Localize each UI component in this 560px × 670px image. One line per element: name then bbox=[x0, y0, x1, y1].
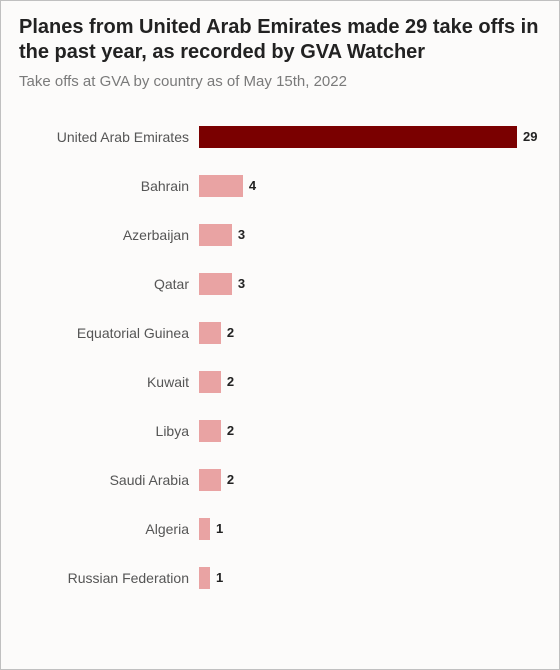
bar-value: 3 bbox=[238, 227, 245, 242]
bar-label: Qatar bbox=[19, 276, 199, 292]
bar bbox=[199, 273, 232, 295]
bar-value: 1 bbox=[216, 521, 223, 536]
bar-value: 2 bbox=[227, 472, 234, 487]
bar-label: Saudi Arabia bbox=[19, 472, 199, 488]
bar bbox=[199, 567, 210, 589]
bar-area: 1 bbox=[199, 504, 541, 553]
bar bbox=[199, 126, 517, 148]
bar-row: Libya 2 bbox=[19, 406, 541, 455]
bar-area: 2 bbox=[199, 357, 541, 406]
bar-value: 1 bbox=[216, 570, 223, 585]
chart-subtitle: Take offs at GVA by country as of May 15… bbox=[19, 73, 541, 90]
bar-row: Kuwait 2 bbox=[19, 357, 541, 406]
bar-label: Kuwait bbox=[19, 374, 199, 390]
bar-row: United Arab Emirates 29 bbox=[19, 112, 541, 161]
bar-label: Bahrain bbox=[19, 178, 199, 194]
bar-row: Bahrain 4 bbox=[19, 161, 541, 210]
bar-value: 2 bbox=[227, 374, 234, 389]
bar-area: 4 bbox=[199, 161, 541, 210]
bar-value: 2 bbox=[227, 423, 234, 438]
bar-row: Azerbaijan 3 bbox=[19, 210, 541, 259]
bar bbox=[199, 420, 221, 442]
bar-label: Azerbaijan bbox=[19, 227, 199, 243]
bar-label: Russian Federation bbox=[19, 570, 199, 586]
bar-value: 2 bbox=[227, 325, 234, 340]
bar-area: 2 bbox=[199, 455, 541, 504]
bar bbox=[199, 175, 243, 197]
bar-label: Equatorial Guinea bbox=[19, 325, 199, 341]
bar-area: 29 bbox=[199, 112, 541, 161]
bar-area: 2 bbox=[199, 406, 541, 455]
bar-area: 1 bbox=[199, 553, 541, 602]
bar-row: Equatorial Guinea 2 bbox=[19, 308, 541, 357]
bar-label: United Arab Emirates bbox=[19, 129, 199, 145]
bar-value: 4 bbox=[249, 178, 256, 193]
bar-row: Saudi Arabia 2 bbox=[19, 455, 541, 504]
bar bbox=[199, 224, 232, 246]
bar bbox=[199, 371, 221, 393]
bar-label: Algeria bbox=[19, 521, 199, 537]
bar-value: 3 bbox=[238, 276, 245, 291]
bar-area: 2 bbox=[199, 308, 541, 357]
bar-value: 29 bbox=[523, 129, 537, 144]
bar-area: 3 bbox=[199, 210, 541, 259]
bar-row: Algeria 1 bbox=[19, 504, 541, 553]
chart-title: Planes from United Arab Emirates made 29… bbox=[19, 15, 541, 65]
bar bbox=[199, 322, 221, 344]
bar-area: 3 bbox=[199, 259, 541, 308]
bar-row: Russian Federation 1 bbox=[19, 553, 541, 602]
bar bbox=[199, 469, 221, 491]
bar bbox=[199, 518, 210, 540]
bar-row: Qatar 3 bbox=[19, 259, 541, 308]
bar-label: Libya bbox=[19, 423, 199, 439]
chart-container: Planes from United Arab Emirates made 29… bbox=[0, 0, 560, 670]
chart-rows: United Arab Emirates 29 Bahrain 4 Azerbaijan… bbox=[19, 112, 541, 602]
